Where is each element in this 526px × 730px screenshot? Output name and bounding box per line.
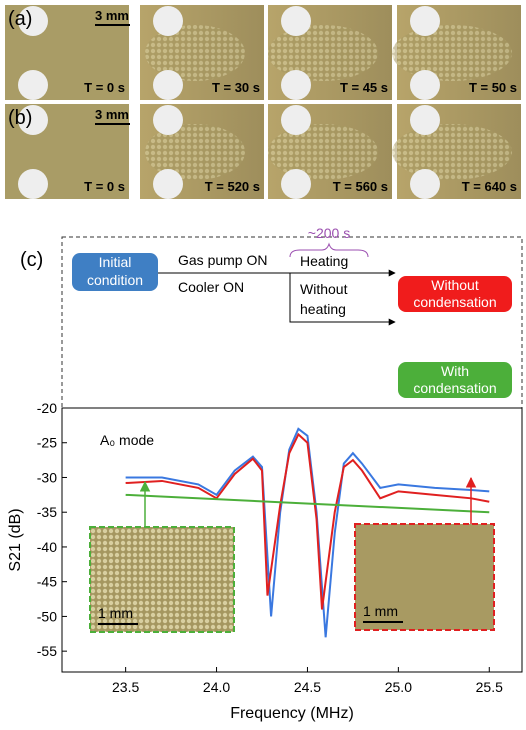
- node-label: condition: [87, 272, 143, 288]
- annotation: A₀ mode: [100, 432, 154, 448]
- electrode: [410, 70, 440, 100]
- electrode: [410, 105, 440, 135]
- figure: T = 0 s T = 30 s T = 45 s T = 50 s (a) 3 mm T …: [0, 0, 526, 725]
- time-label: T = 560 s: [333, 179, 388, 194]
- electrode: [281, 105, 311, 135]
- electrode: [281, 70, 311, 100]
- step-label: Cooler ON: [178, 279, 244, 295]
- electrode: [18, 70, 48, 100]
- branch-label: Without: [300, 281, 348, 297]
- x-tick-label: 23.5: [112, 679, 139, 695]
- electrode: [281, 6, 311, 36]
- y-tick-label: -20: [37, 400, 57, 416]
- scale-label: 3 mm: [95, 8, 129, 23]
- branch-label: Heating: [300, 253, 348, 269]
- y-tick-label: -35: [37, 504, 57, 520]
- time-label: T = 520 s: [205, 179, 260, 194]
- node-label: condensation: [413, 294, 496, 310]
- duration: ~200 s: [308, 225, 350, 241]
- electrode: [281, 169, 311, 199]
- time-label: T = 640 s: [462, 179, 517, 194]
- time-label: T = 45 s: [340, 80, 388, 95]
- branch-label: heating: [300, 301, 346, 317]
- condensation: [392, 124, 512, 180]
- electrode: [153, 105, 183, 135]
- y-tick-label: -45: [37, 574, 57, 590]
- condensation: [392, 25, 512, 81]
- y-tick-label: -50: [37, 608, 57, 624]
- electrode: [153, 169, 183, 199]
- electrode: [410, 6, 440, 36]
- y-tick-label: -55: [37, 643, 57, 659]
- x-tick-label: 24.5: [294, 679, 321, 695]
- node-label: Without: [431, 277, 479, 293]
- series-line: [126, 495, 490, 512]
- panel-label: (c): [20, 249, 43, 271]
- x-axis-label: Frequency (MHz): [230, 705, 354, 722]
- time-label: T = 30 s: [212, 80, 260, 95]
- node-label: With: [441, 363, 469, 379]
- step-label: Gas pump ON: [178, 252, 267, 268]
- panel-label: (a): [8, 8, 32, 30]
- node-label: Initial: [99, 254, 132, 270]
- condensation: [268, 25, 378, 81]
- x-tick-label: 25.5: [476, 679, 503, 695]
- time-label: T = 50 s: [469, 80, 517, 95]
- electrode: [153, 70, 183, 100]
- y-tick-label: -40: [37, 539, 57, 555]
- plot: -20 -25 -30 -35 -40 -45 -50 -55 23.5 24.0 24.5 25.0…: [7, 400, 522, 722]
- y-axis-label: S21 (dB): [7, 508, 24, 571]
- time-label: T = 0 s: [84, 179, 125, 194]
- scale-label: 1 mm: [98, 605, 133, 621]
- time-label: T = 0 s: [84, 80, 125, 95]
- electrode: [18, 169, 48, 199]
- electrode: [410, 169, 440, 199]
- y-tick-label: -25: [37, 435, 57, 451]
- panel-label: (b): [8, 107, 32, 129]
- x-tick-label: 24.0: [203, 679, 230, 695]
- node-label: condensation: [413, 380, 496, 396]
- scale-label: 3 mm: [95, 107, 129, 122]
- scale-label: 1 mm: [363, 603, 398, 619]
- electrode: [153, 6, 183, 36]
- photo-panels: T = 0 s T = 30 s T = 45 s T = 50 s (a) 3 mm T …: [5, 5, 521, 199]
- x-tick-label: 25.0: [385, 679, 412, 695]
- y-tick-label: -30: [37, 469, 57, 485]
- condensation: [268, 124, 378, 180]
